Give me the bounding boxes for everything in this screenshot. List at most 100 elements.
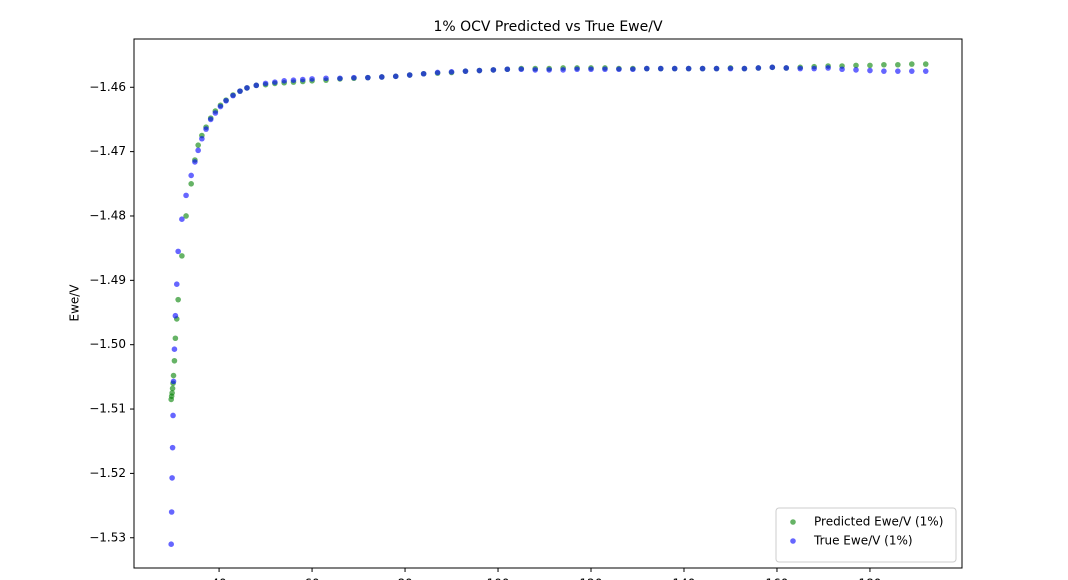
point (217, 103, 224, 110)
point (895, 61, 901, 68)
y-tick-label: −1.48 (89, 208, 126, 222)
point (908, 68, 915, 74)
point (881, 61, 887, 68)
x-tick-label: 100 (487, 577, 510, 580)
point (175, 296, 181, 303)
x-tick-label: 80 (397, 577, 412, 580)
point (272, 79, 278, 85)
x-tick-label: 160 (766, 577, 789, 580)
point (643, 65, 650, 72)
y-tick-label: −1.49 (89, 273, 126, 287)
legend-marker (790, 538, 796, 544)
point (262, 80, 269, 87)
point (172, 312, 179, 319)
point (922, 68, 929, 74)
point (588, 66, 594, 73)
y-tick-label: −1.47 (89, 144, 126, 158)
point (323, 75, 329, 82)
point (351, 74, 357, 81)
point (741, 65, 748, 72)
point (179, 253, 185, 259)
point (616, 66, 622, 73)
point (825, 65, 831, 71)
point (244, 85, 250, 91)
point (169, 385, 176, 392)
y-tick-label: −1.46 (89, 80, 126, 94)
point (171, 346, 178, 352)
legend-label: True Ewe/V (1%) (813, 534, 913, 548)
y-tick-label: −1.51 (89, 402, 126, 416)
point (867, 67, 873, 74)
point (207, 116, 214, 123)
x-tick-label: 120 (580, 577, 603, 580)
point (169, 390, 175, 396)
legend-box (775, 507, 957, 563)
point (188, 172, 194, 179)
point (179, 216, 185, 222)
point (299, 76, 306, 83)
point (175, 248, 181, 255)
point (309, 76, 315, 82)
point (170, 372, 177, 379)
point (657, 65, 664, 72)
point (223, 97, 229, 104)
point (168, 509, 175, 515)
y-tick-label: −1.52 (89, 466, 126, 480)
point (602, 66, 608, 73)
point (476, 67, 483, 74)
point (769, 64, 776, 71)
point (853, 67, 859, 73)
point (203, 126, 209, 132)
point (195, 147, 201, 154)
y-axis-label: Ewe/V (68, 284, 82, 322)
point (448, 69, 455, 75)
point (183, 192, 189, 199)
point (797, 65, 804, 72)
y-tick-label: −1.50 (89, 337, 126, 351)
point (811, 65, 817, 72)
point (560, 67, 566, 73)
point (867, 62, 873, 69)
point (230, 92, 236, 99)
point (922, 61, 929, 67)
point (783, 65, 790, 71)
point (532, 67, 539, 73)
point (420, 70, 427, 77)
legend-label: Predicted Ewe/V (1%) (814, 515, 943, 529)
point (685, 65, 692, 72)
point (169, 475, 175, 481)
point (546, 67, 552, 73)
plot-frame (133, 38, 963, 569)
point (490, 67, 497, 73)
x-tick-label: 60 (304, 577, 319, 580)
point (170, 378, 177, 385)
point (713, 65, 720, 72)
legend-marker (790, 519, 796, 525)
point (199, 135, 205, 142)
point (171, 357, 178, 364)
point (462, 68, 469, 74)
x-tick-label: 180 (858, 577, 881, 580)
point (574, 66, 580, 73)
point (518, 66, 525, 73)
point (378, 74, 385, 80)
point (188, 180, 194, 187)
point (183, 213, 189, 219)
point (406, 72, 413, 78)
point (365, 74, 371, 81)
point (853, 62, 859, 69)
point (212, 110, 219, 116)
point (172, 335, 179, 342)
point (881, 68, 887, 74)
point (237, 88, 243, 94)
x-tick-label: 140 (673, 577, 696, 580)
x-tick-label: 40 (211, 577, 226, 580)
point (337, 75, 343, 82)
point (173, 281, 180, 287)
point (671, 65, 678, 72)
point (392, 73, 399, 80)
point (908, 61, 915, 67)
point (195, 142, 201, 148)
point (895, 68, 901, 74)
y-tick-label: −1.53 (89, 530, 126, 544)
